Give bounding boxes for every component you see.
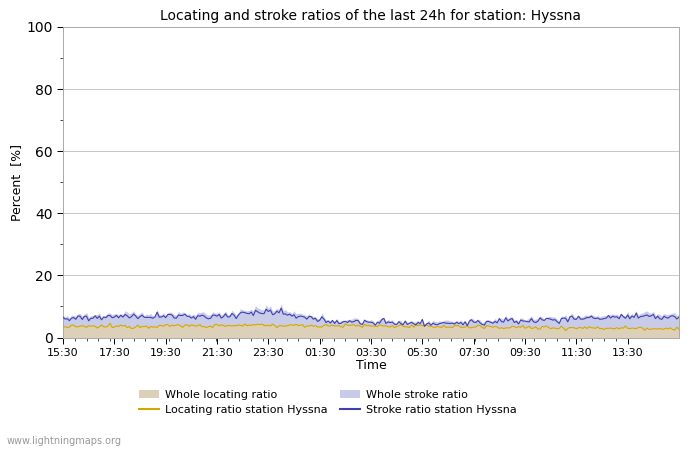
Legend: Whole locating ratio, Locating ratio station Hyssna, Whole stroke ratio, Stroke : Whole locating ratio, Locating ratio sta… [139, 390, 517, 415]
Title: Locating and stroke ratios of the last 24h for station: Hyssna: Locating and stroke ratios of the last 2… [160, 9, 582, 23]
X-axis label: Time: Time [356, 359, 386, 372]
Text: www.lightningmaps.org: www.lightningmaps.org [7, 436, 122, 446]
Y-axis label: Percent  [%]: Percent [%] [10, 144, 23, 221]
